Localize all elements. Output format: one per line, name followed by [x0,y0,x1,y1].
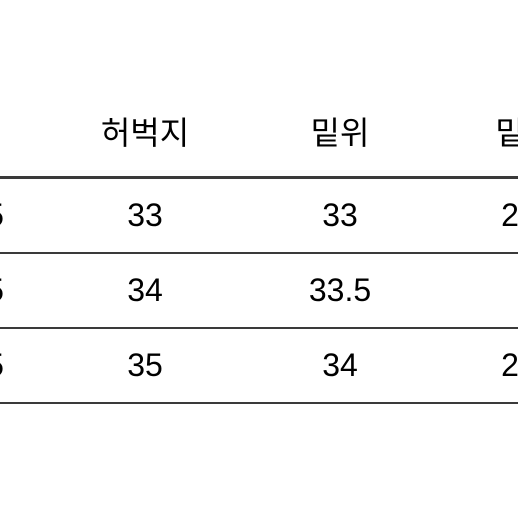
table-cell: 5 [0,253,50,328]
size-table: 허벅지 밑위 밑 5 33 33 2 5 34 33.5 5 35 34 [0,90,518,404]
table-cell: 2 [440,178,518,254]
table-row: 5 34 33.5 [0,253,518,328]
size-table-container: 허벅지 밑위 밑 5 33 33 2 5 34 33.5 5 35 34 [0,90,518,404]
table-row: 5 35 34 2 [0,328,518,403]
table-header-rise: 밑위 [240,90,440,178]
table-header-partial: 밑 [440,90,518,178]
table-cell: 33.5 [240,253,440,328]
table-cell: 2 [440,328,518,403]
table-cell: 5 [0,328,50,403]
table-cell: 33 [240,178,440,254]
table-cell: 35 [50,328,240,403]
table-header-thigh: 허벅지 [50,90,240,178]
table-row: 5 33 33 2 [0,178,518,254]
table-header-cell [0,90,50,178]
table-cell [440,253,518,328]
table-cell: 34 [240,328,440,403]
table-header-row: 허벅지 밑위 밑 [0,90,518,178]
table-cell: 34 [50,253,240,328]
table-cell: 5 [0,178,50,254]
table-cell: 33 [50,178,240,254]
